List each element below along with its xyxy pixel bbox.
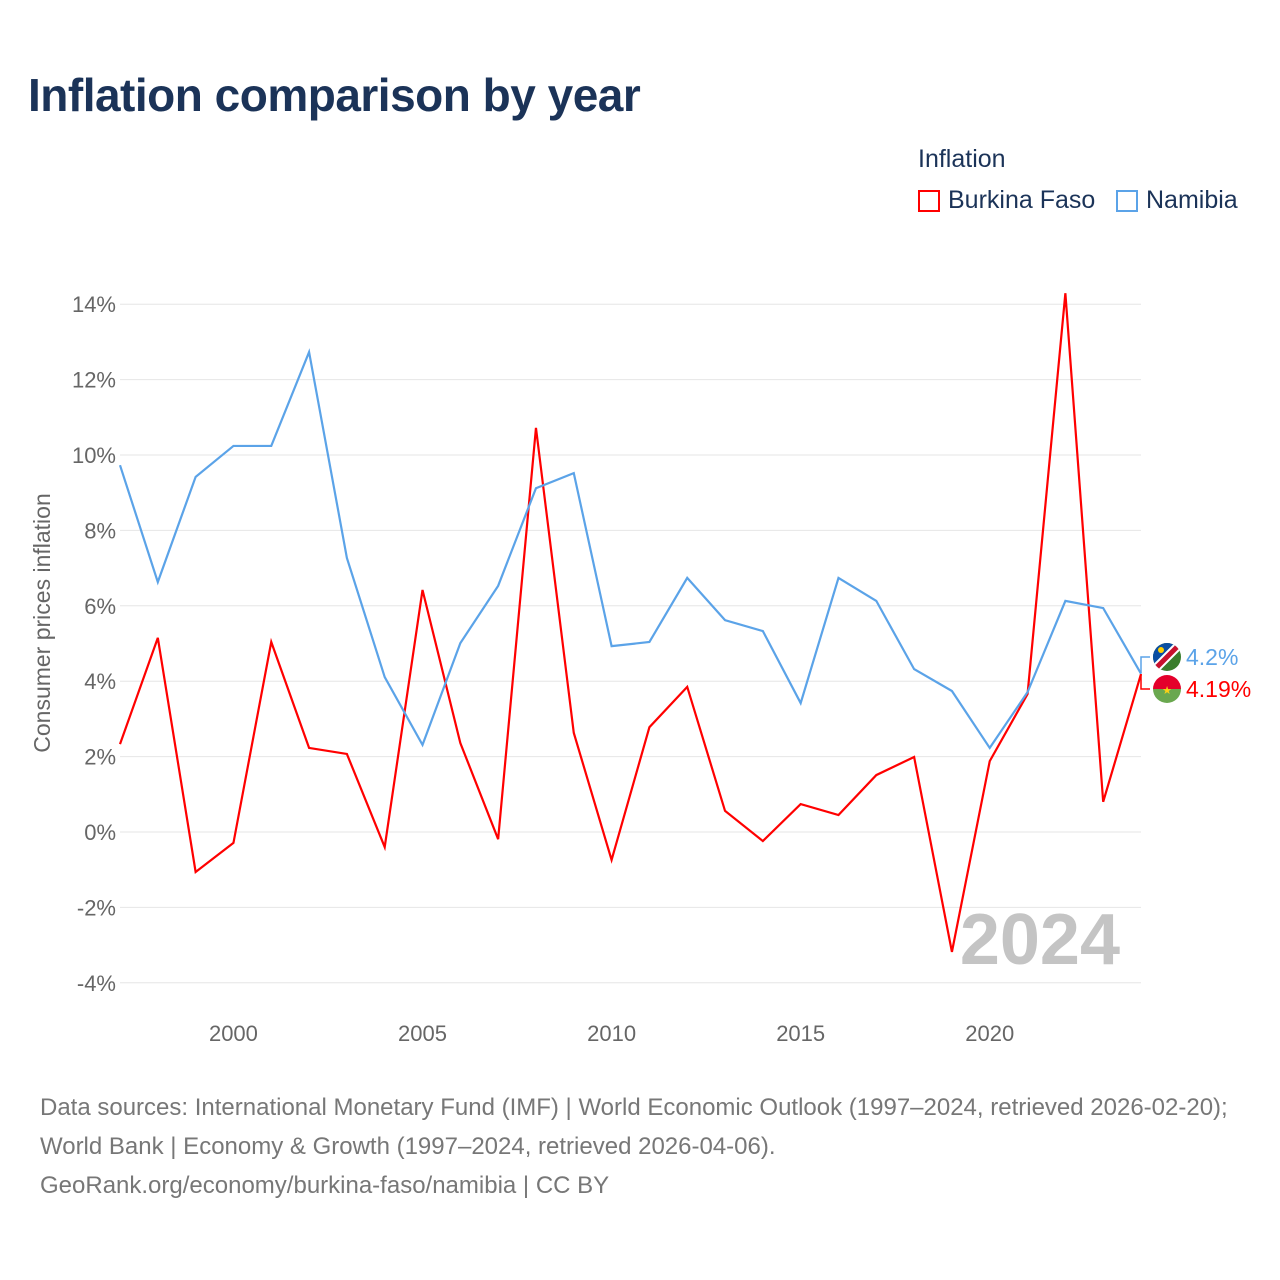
legend-swatch: [918, 189, 940, 212]
y-tick-label: 4%: [84, 669, 116, 694]
y-tick-label: 8%: [84, 518, 116, 543]
end-label-burkina-faso: 4.19%: [1186, 676, 1251, 702]
burkina-faso-flag-icon: ★: [1153, 675, 1181, 703]
y-tick-label: 2%: [84, 745, 116, 770]
namibia-flag-icon: [1153, 643, 1181, 671]
chart-title: Inflation comparison by year: [28, 69, 641, 121]
legend-label: Namibia: [1146, 186, 1238, 214]
legend-title: Inflation: [918, 145, 1006, 173]
year-watermark: 2024: [960, 900, 1120, 980]
legend-item-burkina-faso[interactable]: Burkina Faso: [918, 186, 1095, 215]
end-label-namibia: 4.2%: [1186, 644, 1238, 670]
y-tick-label: 14%: [72, 292, 116, 317]
y-tick-label: 6%: [84, 594, 116, 619]
series-line-namibia: [118, 348, 1142, 750]
source-note: Data sources: International Monetary Fun…: [40, 1088, 1250, 1205]
y-tick-label: 12%: [72, 368, 116, 393]
label-connector: [1140, 674, 1150, 690]
svg-text:★: ★: [1162, 685, 1172, 697]
legend-label: Burkina Faso: [948, 186, 1096, 214]
x-tick-label: 2015: [776, 1021, 825, 1046]
y-tick-label: -2%: [77, 895, 116, 920]
series-line-burkina-faso: [118, 293, 1143, 953]
source-text: Data sources: International Monetary Fun…: [40, 1094, 1228, 1160]
x-tick-label: 2000: [209, 1021, 258, 1046]
x-tick-label: 2020: [965, 1021, 1014, 1046]
y-tick-label: -4%: [77, 971, 116, 996]
label-connector: [1140, 656, 1150, 674]
source-link[interactable]: GeoRank.org/economy/burkina-faso/namibia…: [40, 1172, 610, 1199]
legend-swatch: [1116, 189, 1138, 212]
y-tick-label: 0%: [84, 820, 116, 845]
x-tick-label: 2005: [398, 1021, 447, 1046]
y-tick-label: 10%: [72, 443, 116, 468]
y-axis-label: Consumer prices inflation: [29, 493, 55, 753]
legend-item-namibia[interactable]: Namibia: [1116, 186, 1238, 215]
x-tick-label: 2010: [587, 1021, 636, 1046]
